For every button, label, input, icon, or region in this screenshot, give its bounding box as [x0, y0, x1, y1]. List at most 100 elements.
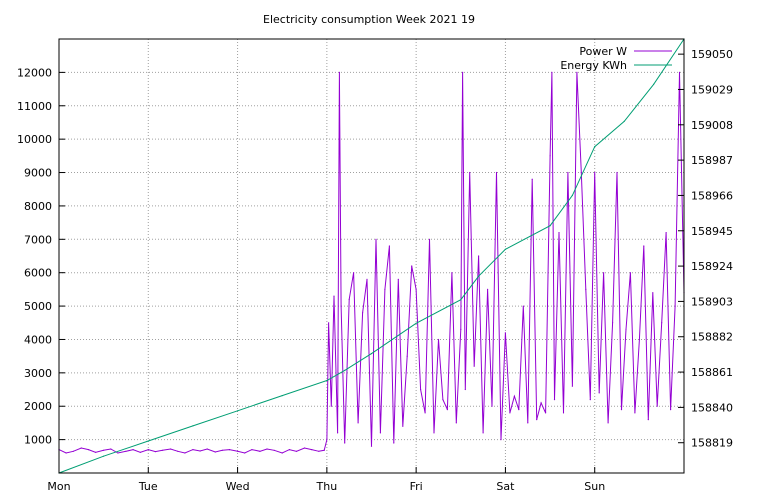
series-point	[259, 450, 261, 452]
series-point	[464, 388, 466, 391]
series-point	[206, 448, 208, 450]
series-point	[652, 292, 654, 294]
series-point	[598, 392, 600, 394]
series-point	[495, 171, 498, 174]
series-point	[616, 171, 618, 174]
y-right-tick-label: 159050	[691, 48, 733, 61]
series-point	[553, 399, 556, 401]
series-point	[184, 452, 186, 454]
y-left-tick-label: 9000	[24, 167, 52, 180]
series-point	[549, 155, 551, 157]
series-point	[678, 71, 681, 73]
series-point	[531, 178, 533, 180]
series-point	[504, 248, 506, 250]
series-point	[594, 171, 596, 174]
series-point	[318, 450, 320, 452]
y-left-tick-label: 5000	[24, 300, 52, 313]
series-point	[295, 450, 298, 452]
series-point	[132, 449, 134, 451]
series-point	[411, 265, 413, 267]
series-point	[110, 448, 112, 450]
y-right-tick-label: 158987	[691, 154, 733, 167]
series-point	[326, 439, 328, 441]
y-left-tick-label: 7000	[24, 233, 52, 246]
series-point	[446, 409, 448, 411]
series-point	[177, 450, 179, 452]
series-point	[344, 369, 346, 371]
series-point	[80, 447, 82, 449]
series-point	[388, 245, 390, 247]
series-point	[199, 450, 201, 452]
series-point	[527, 422, 529, 424]
series-point	[603, 272, 605, 274]
series-point	[674, 305, 676, 307]
axis-ticks: 1000 2000 3000 4000 5000 6000 7000 8000 9000 1000…	[17, 48, 733, 493]
legend-label-1: Energy KWh	[560, 59, 627, 72]
series-point	[518, 409, 520, 411]
series-point	[540, 402, 542, 404]
y-right-tick-label: 158882	[691, 331, 733, 344]
series-point	[670, 409, 672, 411]
series-point	[460, 328, 462, 330]
grid	[59, 39, 684, 473]
y-left-tick-label: 10000	[17, 133, 52, 146]
series-point	[154, 451, 156, 453]
series-point	[623, 120, 625, 122]
y-left-tick-label: 11000	[17, 100, 52, 113]
series-point	[333, 295, 335, 297]
series-point	[228, 449, 231, 451]
series-point	[103, 455, 105, 457]
x-tick-label: Sat	[496, 480, 515, 493]
y-right-tick-label: 159029	[691, 83, 733, 96]
series-point	[147, 449, 149, 451]
series-line-0	[58, 72, 685, 454]
series-point	[433, 432, 435, 434]
series-point	[393, 442, 395, 444]
series-point	[509, 412, 511, 414]
series-point	[665, 232, 667, 234]
series-point	[522, 305, 524, 307]
series-point	[139, 451, 141, 453]
series-point	[370, 353, 373, 355]
series-point	[589, 399, 591, 401]
series-point	[87, 449, 90, 451]
y-right-tick-label: 158924	[691, 260, 733, 273]
series-point	[353, 272, 355, 274]
series-point	[451, 272, 453, 274]
series-point	[424, 412, 426, 414]
series-point	[125, 450, 127, 452]
y-right-tick-label: 159008	[691, 119, 733, 132]
series-point	[462, 71, 464, 73]
series-point	[337, 432, 339, 434]
series-point	[656, 405, 658, 407]
x-tick-label: Sun	[584, 480, 605, 493]
series-point	[384, 288, 386, 290]
series-point	[620, 409, 623, 411]
series-point	[244, 452, 246, 454]
series-point	[653, 83, 655, 85]
series-point	[491, 405, 493, 407]
y-left-tick-label: 4000	[24, 333, 52, 346]
series-point	[549, 225, 551, 227]
series-point	[221, 449, 223, 451]
series-point	[545, 412, 547, 414]
y-right-tick-label: 158945	[691, 225, 733, 238]
series-point	[348, 298, 350, 300]
series-point	[72, 450, 74, 452]
series-point	[558, 232, 560, 234]
series-point	[612, 322, 614, 324]
series-point	[580, 171, 582, 174]
series-point	[629, 272, 632, 274]
series-point	[323, 449, 325, 451]
series-point	[625, 328, 627, 330]
series-point	[103, 449, 105, 451]
series-point	[482, 432, 484, 434]
series-point	[330, 405, 332, 407]
y-right-tick-label: 158861	[691, 366, 733, 379]
series-point	[562, 412, 565, 414]
series-point	[478, 255, 480, 257]
series-line-1	[58, 38, 685, 474]
series-point	[585, 288, 587, 290]
